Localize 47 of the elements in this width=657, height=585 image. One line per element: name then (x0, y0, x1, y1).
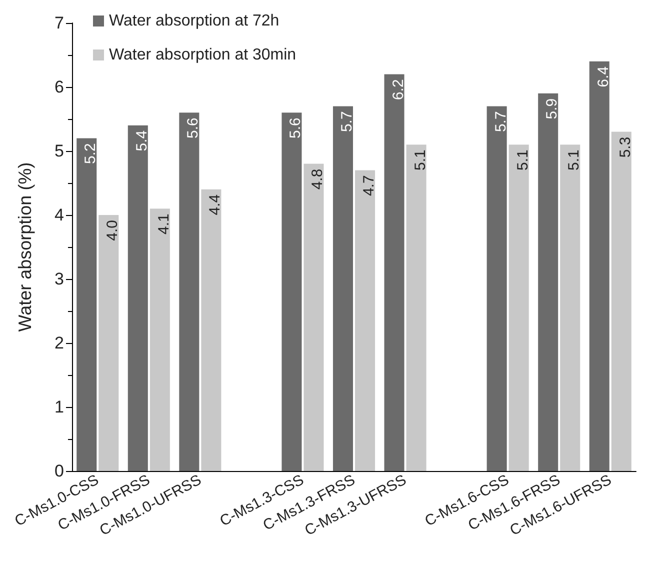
data-label: 4.4 (206, 194, 224, 216)
bar (508, 144, 529, 471)
bar (560, 144, 580, 471)
bar (128, 125, 148, 471)
data-label: 5.6 (184, 118, 202, 138)
data-label: 5.3 (616, 136, 634, 158)
y-tick-label: 0 (54, 462, 64, 480)
data-label: 4.0 (104, 220, 122, 241)
y-axis-title: Water absorption (%) (15, 162, 35, 332)
data-label: 4.1 (155, 214, 172, 234)
bar (201, 189, 222, 471)
bar (179, 112, 200, 471)
bar (406, 144, 426, 471)
data-label: 5.7 (338, 111, 356, 132)
bar (332, 106, 353, 471)
data-label: 5.1 (412, 150, 429, 170)
data-label: 5.9 (544, 98, 561, 120)
data-label: 5.7 (492, 111, 510, 132)
data-label: 5.4 (133, 130, 150, 152)
data-label: 6.4 (594, 66, 612, 88)
data-label: 5.2 (82, 143, 100, 164)
legend-label: Water absorption at 72h (109, 12, 280, 30)
data-label: 6.2 (390, 79, 407, 100)
bar (589, 61, 610, 471)
y-tick-label: 6 (54, 78, 64, 96)
y-tick-label: 1 (54, 398, 64, 416)
bar (282, 112, 302, 471)
data-label: 4.7 (360, 175, 378, 196)
bar (76, 138, 97, 471)
y-tick-label: 3 (54, 270, 64, 288)
bar (98, 215, 119, 471)
data-label: 5.1 (566, 150, 583, 170)
bar (486, 106, 507, 471)
bar (355, 170, 376, 471)
y-tick-label: 7 (54, 14, 64, 32)
y-tick-label: 2 (54, 334, 64, 352)
bar (304, 164, 324, 471)
bar (611, 132, 632, 471)
data-label: 5.6 (287, 118, 304, 138)
y-tick-label: 5 (54, 142, 64, 160)
data-label: 5.1 (514, 150, 532, 170)
bar (538, 93, 558, 471)
bar (384, 74, 404, 471)
bar (150, 208, 170, 471)
y-tick-label: 4 (54, 206, 64, 224)
legend-label: Water absorption at 30min (109, 46, 296, 64)
data-label: 4.8 (309, 168, 326, 190)
